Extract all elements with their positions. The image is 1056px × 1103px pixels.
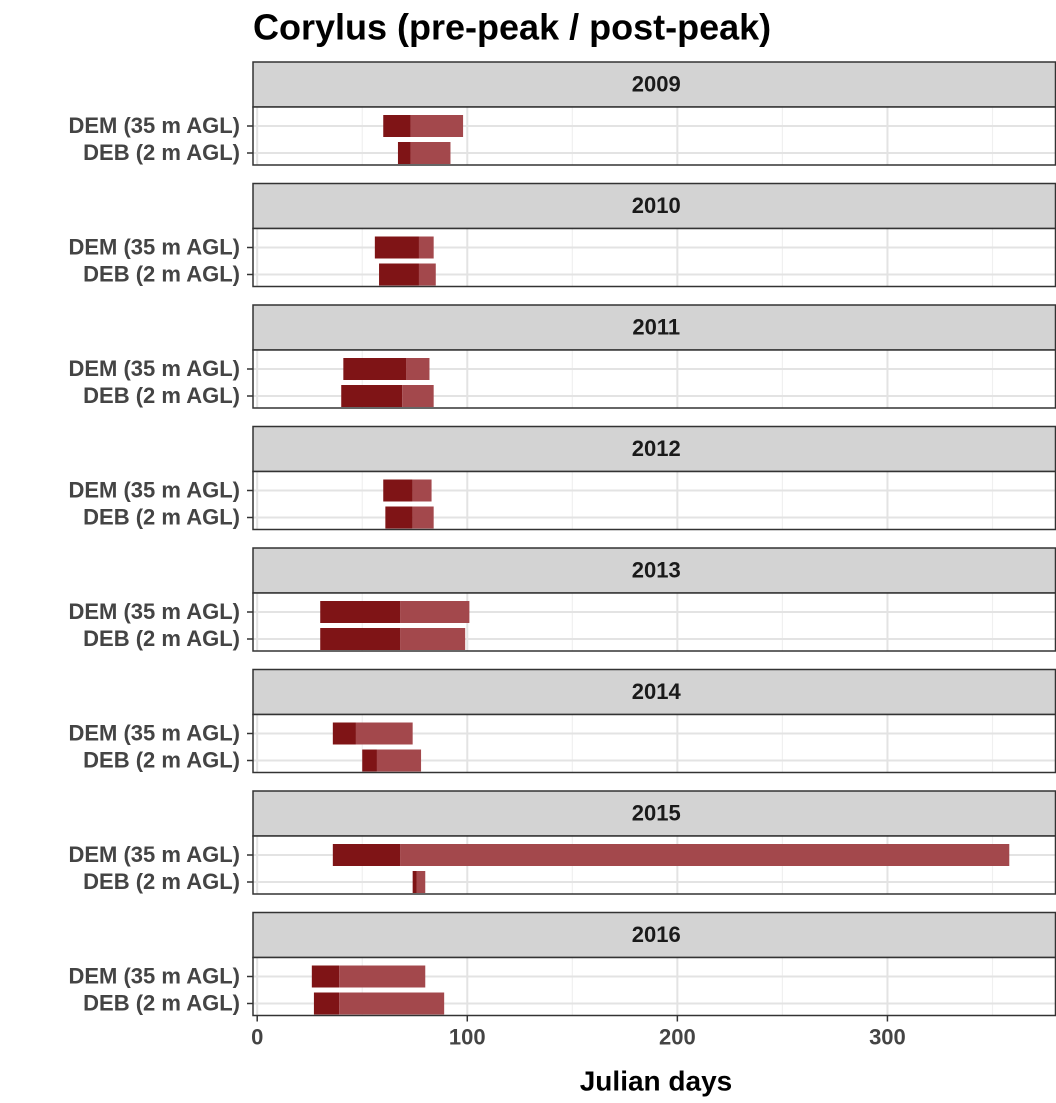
strip — [252, 547, 1056, 594]
post-peak-bar — [355, 722, 413, 745]
strip-label: 2014 — [632, 679, 682, 704]
y-tick-label: DEM (35 m AGL) — [68, 720, 240, 745]
pre-peak-bar — [383, 479, 413, 502]
x-tick-label: 300 — [869, 1024, 906, 1049]
pre-peak-bar — [341, 385, 403, 407]
post-peak-bar — [376, 749, 422, 772]
pre-peak-bar — [320, 628, 401, 650]
pre-peak-bar — [332, 844, 401, 866]
pre-peak-bar — [385, 506, 413, 529]
post-peak-bar — [339, 992, 445, 1015]
y-tick-label: DEM (35 m AGL) — [68, 963, 240, 988]
y-tick-label: DEM (35 m AGL) — [68, 842, 240, 867]
pre-peak-bar — [379, 263, 419, 286]
x-tick-label: 200 — [659, 1024, 696, 1049]
y-tick-label: DEB (2 m AGL) — [83, 626, 240, 651]
panel-bg — [253, 107, 1056, 165]
post-peak-bar — [418, 263, 436, 286]
strip-label: 2010 — [632, 193, 681, 218]
strip-label: 2013 — [632, 557, 681, 582]
pre-peak-bar — [362, 749, 377, 772]
post-peak-bar — [416, 871, 426, 893]
strip — [252, 911, 1056, 959]
y-tick-label: DEM (35 m AGL) — [68, 477, 240, 502]
y-tick-label: DEB (2 m AGL) — [83, 140, 240, 165]
post-peak-bar — [410, 115, 464, 137]
post-peak-bar — [400, 601, 470, 623]
post-peak-bar — [412, 479, 432, 502]
y-tick-label: DEB (2 m AGL) — [83, 383, 240, 408]
post-peak-bar — [402, 385, 434, 407]
post-peak-bar — [410, 142, 451, 164]
pre-peak-bar — [343, 358, 407, 380]
y-tick-label: DEB (2 m AGL) — [83, 990, 240, 1015]
post-peak-bar — [400, 844, 1010, 866]
x-axis-label: Julian days — [580, 1065, 733, 1096]
strip-label: 2012 — [632, 436, 681, 461]
strip-label: 2011 — [632, 314, 680, 339]
post-peak-bar — [400, 628, 466, 650]
strip — [252, 668, 1056, 716]
strip — [252, 61, 1056, 108]
post-peak-bar — [406, 358, 430, 380]
pre-peak-bar — [374, 236, 419, 259]
y-tick-label: DEM (35 m AGL) — [68, 113, 240, 138]
y-tick-label: DEB (2 m AGL) — [83, 747, 240, 772]
y-tick-label: DEB (2 m AGL) — [83, 261, 240, 286]
post-peak-bar — [418, 236, 434, 259]
y-tick-label: DEM (35 m AGL) — [68, 599, 240, 624]
y-tick-label: DEM (35 m AGL) — [68, 356, 240, 381]
y-tick-label: DEB (2 m AGL) — [83, 869, 240, 894]
pre-peak-bar — [320, 601, 401, 623]
strip-label: 2015 — [632, 800, 681, 825]
panel-bg — [253, 471, 1056, 530]
post-peak-bar — [412, 506, 434, 529]
x-tick-label: 0 — [251, 1024, 263, 1049]
pre-peak-bar — [397, 142, 411, 164]
x-tick-label: 100 — [449, 1024, 486, 1049]
strip-label: 2009 — [632, 71, 681, 96]
strip-label: 2016 — [632, 922, 681, 947]
pre-peak-bar — [311, 965, 340, 988]
pre-peak-bar — [383, 115, 411, 137]
panel-bg — [253, 228, 1056, 287]
pre-peak-bar — [332, 722, 356, 745]
pre-peak-bar — [412, 871, 417, 893]
post-peak-bar — [339, 965, 426, 988]
chart-title: Corylus (pre-peak / post-peak) — [253, 7, 771, 48]
y-tick-label: DEM (35 m AGL) — [68, 234, 240, 259]
pre-peak-bar — [313, 992, 340, 1015]
y-tick-label: DEB (2 m AGL) — [83, 504, 240, 529]
